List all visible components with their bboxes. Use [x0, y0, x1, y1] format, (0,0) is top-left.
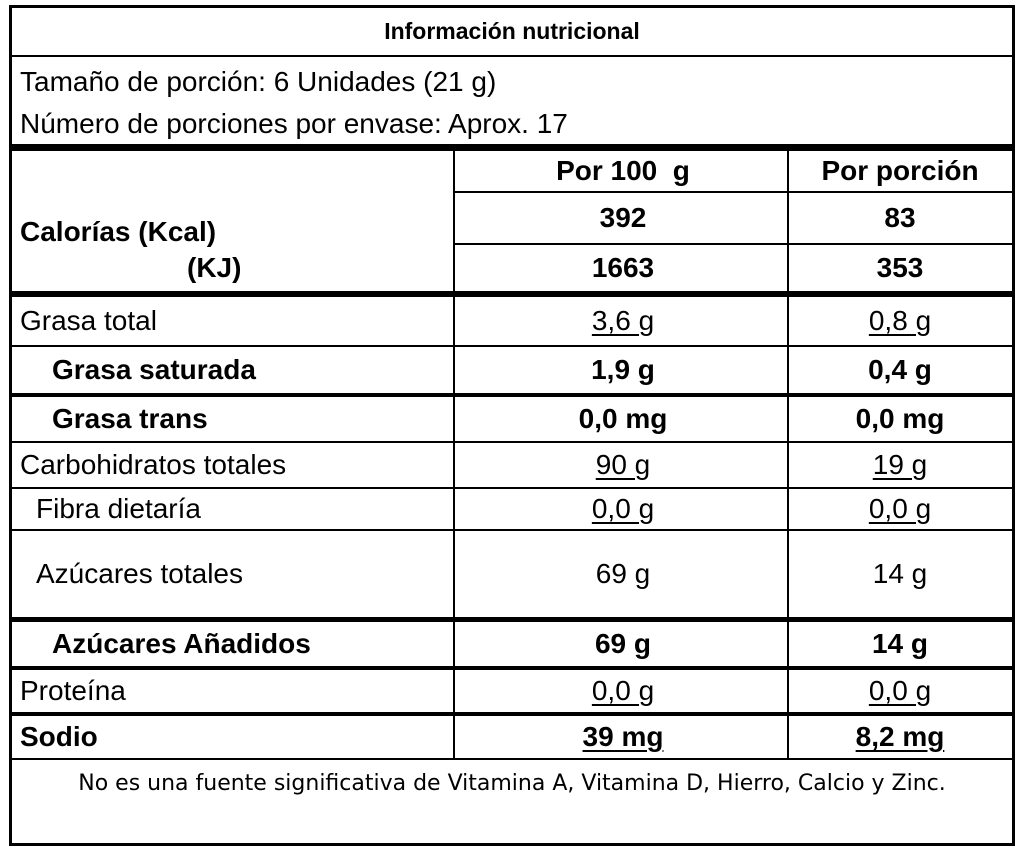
nutrient-portion: 19 g — [872, 449, 928, 480]
divider — [12, 529, 1012, 531]
nutrient-portion: 8,2 mg — [855, 721, 945, 752]
thick-divider — [12, 144, 1012, 151]
thick-divider — [12, 666, 1012, 670]
header-per-100g: Por 100 g — [556, 155, 690, 186]
nutrient-row: Grasa saturada 1,9 g 0,4 g — [12, 347, 1012, 393]
nutrient-name: Fibra dietaría — [36, 493, 201, 524]
nutrient-portion: 0,0 g — [868, 675, 932, 706]
divider — [12, 55, 1012, 57]
nutrient-row: Azúcares Añadidos 69 g 14 g — [12, 622, 1012, 666]
nutrient-name: Grasa total — [20, 305, 157, 336]
nutrient-per100: 69 g — [594, 628, 652, 659]
divider — [455, 191, 1012, 193]
footnote-row: No es una fuente significativa de Vitami… — [12, 760, 1012, 843]
calories-label: Calorías (Kcal) — [20, 216, 217, 247]
header-per-portion: Por porción — [821, 155, 979, 186]
divider — [12, 487, 1012, 489]
footnote: No es una fuente significativa de Vitami… — [78, 771, 946, 796]
nutrient-name: Carbohidratos totales — [20, 449, 287, 480]
nutrient-per100: 0,0 g — [591, 675, 655, 706]
nutrient-name: Proteína — [20, 675, 126, 706]
nutrient-per100: 90 g — [595, 449, 651, 480]
divider — [12, 345, 1012, 347]
nutrient-per100: 0,0 mg — [578, 403, 668, 434]
nutrient-portion: 0,8 g — [868, 305, 932, 336]
nutrient-row: Azúcares totales 69 g 14 g — [12, 531, 1012, 617]
nutrient-row: Grasa total 3,6 g 0,8 g — [12, 297, 1012, 345]
divider — [12, 441, 1012, 443]
column-divider — [787, 151, 789, 758]
nutrient-row: Carbohidratos totales 90 g 19 g — [12, 443, 1012, 487]
nutrient-name: Azúcares Añadidos — [52, 628, 311, 659]
nutrient-portion: 14 g — [871, 628, 929, 659]
calories-kj-per100: 1663 — [591, 252, 655, 283]
calories-kj-portion: 353 — [876, 252, 924, 283]
servings-per-container: Número de porciones por envase: Aprox. 1… — [20, 108, 568, 139]
nutrient-per100: 3,6 g — [591, 305, 655, 336]
nutrient-per100: 39 mg — [582, 721, 664, 752]
calories-kcal-row: Calorías (Kcal) 392 83 — [12, 193, 1012, 247]
servings-per-container-row: Número de porciones por envase: Aprox. 1… — [12, 104, 1012, 144]
calories-kj-label: (KJ) — [187, 252, 242, 283]
thick-divider — [12, 393, 1012, 397]
label-title: Información nutricional — [384, 18, 640, 44]
calories-kcal-per100: 392 — [599, 202, 647, 233]
nutrient-portion: 0,0 mg — [855, 403, 945, 434]
nutrient-per100: 0,0 g — [591, 493, 655, 524]
nutrient-row: Fibra dietaría 0,0 g 0,0 g — [12, 489, 1012, 529]
nutrient-name: Grasa trans — [52, 403, 208, 434]
nutrient-row: Grasa trans 0,0 mg 0,0 mg — [12, 397, 1012, 441]
column-divider — [453, 151, 455, 758]
nutrient-row: Proteína 0,0 g 0,0 g — [12, 670, 1012, 712]
thick-divider — [12, 617, 1012, 622]
nutrient-portion: 0,0 g — [868, 493, 932, 524]
calories-kj-row: (KJ) 1663 353 — [12, 245, 1012, 291]
thick-divider — [12, 291, 1012, 297]
serving-size: Tamaño de porción: 6 Unidades (21 g) — [20, 66, 497, 97]
nutrition-facts-label: Información nutricional Tamaño de porció… — [9, 5, 1015, 846]
column-header-row: Por 100 g Por porción — [12, 151, 1012, 191]
nutrient-name: Azúcares totales — [36, 558, 243, 589]
calories-kcal-portion: 83 — [884, 202, 916, 233]
nutrient-portion: 14 g — [872, 558, 928, 589]
nutrient-per100: 69 g — [595, 558, 651, 589]
nutrient-per100: 1,9 g — [591, 354, 655, 385]
nutrient-name: Grasa saturada — [52, 354, 256, 385]
nutrient-row: Sodio 39 mg 8,2 mg — [12, 716, 1012, 758]
title-row: Información nutricional — [12, 8, 1012, 55]
divider — [455, 243, 1012, 245]
nutrient-portion: 0,4 g — [868, 354, 932, 385]
divider — [12, 758, 1012, 760]
serving-size-row: Tamaño de porción: 6 Unidades (21 g) — [12, 60, 1012, 104]
nutrient-name: Sodio — [20, 721, 98, 752]
thick-divider — [12, 712, 1012, 716]
